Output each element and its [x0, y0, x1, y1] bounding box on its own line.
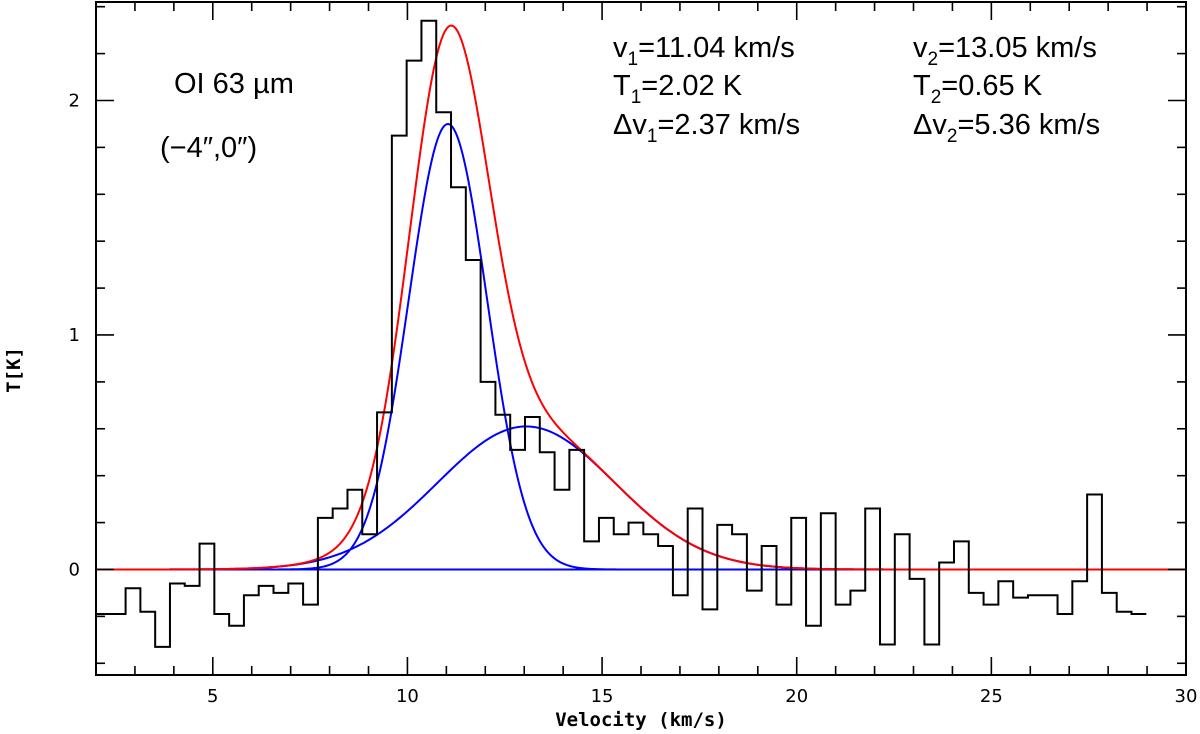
line-name-label: OI 63 µm — [174, 68, 294, 100]
x-axis-label: Velocity (km/s) — [555, 709, 727, 731]
v1-annotation: v1=11.04 km/s — [613, 32, 795, 70]
x-tick-label: 25 — [980, 686, 1003, 707]
y-tick-label: 1 — [69, 325, 80, 346]
plot-marks — [96, 19, 1186, 648]
total-fit-curve — [96, 24, 1186, 571]
dv1-annotation: Δv1=2.37 km/s — [613, 109, 800, 147]
gaussian-component-2 — [96, 425, 1186, 571]
v2-annotation: v2=13.05 km/s — [913, 32, 1097, 70]
y-tick-label: 0 — [69, 559, 80, 580]
x-tick-label: 30 — [1175, 686, 1198, 707]
x-tick-label: 15 — [591, 686, 614, 707]
gaussian-component-1 — [96, 122, 1186, 571]
offset-label: (−4″,0″) — [160, 132, 257, 164]
t1-annotation: T1=2.02 K — [613, 70, 743, 108]
axis-ticks: 5 10 15 20 25 30 0 1 2 — [69, 2, 1198, 707]
observed-spectrum — [96, 19, 1147, 648]
dv2-annotation: Δv2=5.36 km/s — [913, 109, 1100, 147]
t2-annotation: T2=0.65 K — [913, 70, 1043, 108]
x-tick-label: 10 — [396, 686, 419, 707]
y-axis-label: T[K] — [3, 347, 25, 393]
x-tick-label: 5 — [207, 686, 218, 707]
x-tick-label: 20 — [785, 686, 808, 707]
y-tick-label: 2 — [69, 90, 80, 111]
